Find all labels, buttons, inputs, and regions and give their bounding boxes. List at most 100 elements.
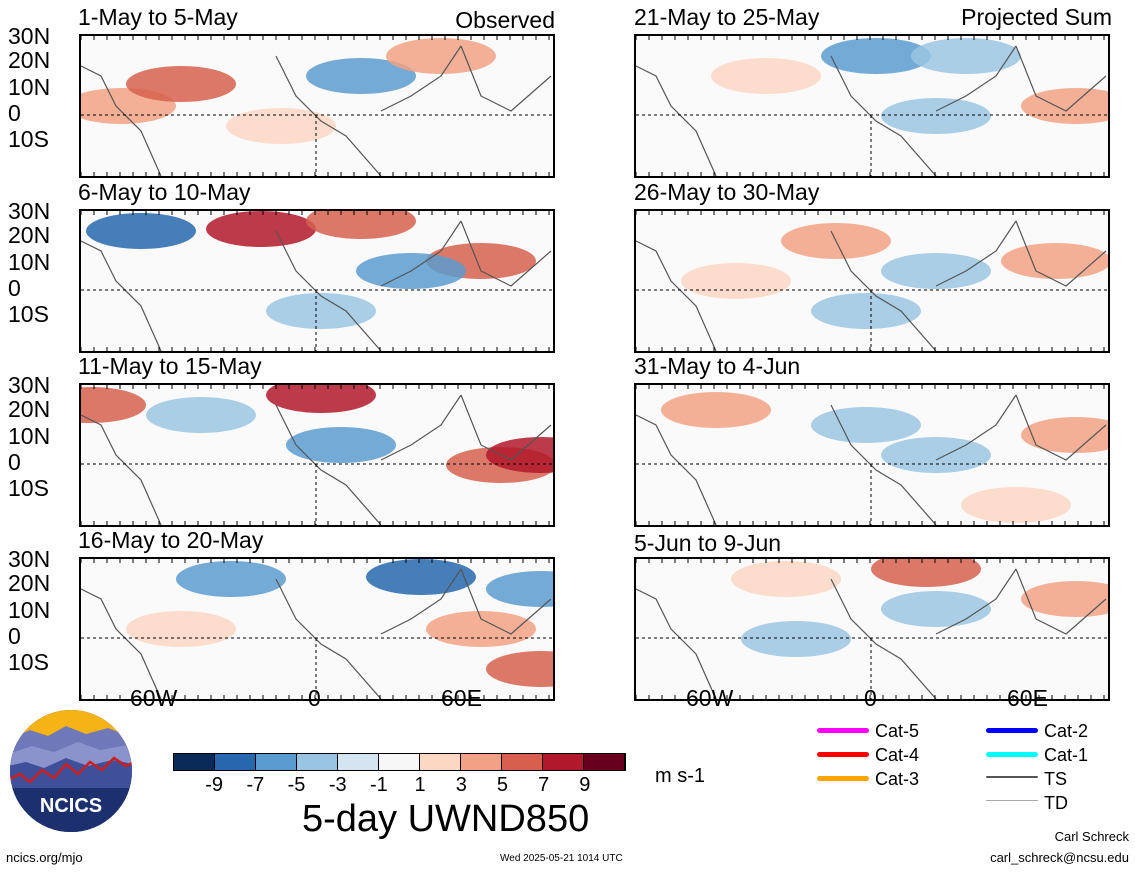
map-left-1 bbox=[79, 34, 555, 178]
coastline bbox=[636, 394, 1107, 525]
lon-tick-label: 60E bbox=[1007, 685, 1048, 711]
panel-title: 31-May to 4-Jun bbox=[634, 353, 801, 379]
wind-anomaly-shade bbox=[366, 559, 476, 595]
map-field bbox=[636, 559, 1108, 699]
colorbar-tick-label: 5 bbox=[496, 774, 509, 796]
lat-tick-label: 0 bbox=[8, 623, 21, 649]
logo-text: NCICS bbox=[40, 795, 102, 817]
panel-title: 21-May to 25-May bbox=[634, 4, 820, 30]
lat-tick-label: 10S bbox=[8, 649, 49, 675]
coastline bbox=[81, 394, 552, 525]
colorbar-tick-label: -9 bbox=[205, 774, 224, 796]
lat-tick-label: 30N bbox=[8, 23, 51, 49]
wind-anomaly-shade bbox=[386, 38, 496, 74]
wind-anomaly-shade bbox=[811, 407, 921, 443]
wind-anomaly-shade bbox=[1021, 417, 1108, 453]
ncics-logo: NCICS bbox=[8, 708, 134, 834]
map-field bbox=[81, 559, 553, 699]
legend-swatch bbox=[817, 776, 869, 781]
legend-label: Cat-3 bbox=[875, 769, 920, 789]
legend-label: Cat-2 bbox=[1044, 721, 1089, 741]
map-left-4 bbox=[79, 557, 555, 701]
map-field bbox=[81, 211, 553, 351]
lat-tick-label: 30N bbox=[8, 372, 51, 398]
wind-anomaly-shade bbox=[1021, 88, 1108, 124]
footer-timestamp: Wed 2025-05-21 1014 UTC bbox=[500, 853, 623, 864]
lat-tick-label: 10N bbox=[8, 249, 51, 275]
panel-tag: Observed bbox=[455, 7, 555, 33]
map-field bbox=[636, 385, 1108, 525]
colorbar-swatch bbox=[584, 754, 625, 770]
wind-anomaly-shade bbox=[961, 487, 1071, 523]
wind-anomaly-shade bbox=[1021, 581, 1108, 617]
colorbar-tick-label: -3 bbox=[328, 774, 347, 796]
colorbar-tick-label: 3 bbox=[455, 774, 467, 796]
colorbar-tick-label: 9 bbox=[579, 774, 591, 796]
wind-anomaly-shade bbox=[81, 387, 146, 423]
lat-tick-label: 10S bbox=[8, 301, 49, 327]
colorbar-swatch bbox=[297, 754, 338, 770]
wind-anomaly-shade bbox=[226, 108, 336, 144]
wind-anomaly-shade bbox=[86, 213, 196, 249]
colorbar bbox=[173, 753, 626, 771]
colorbar-swatch bbox=[338, 754, 379, 770]
coastline bbox=[81, 568, 552, 699]
chart-title: 5-day UWND850 bbox=[302, 798, 590, 840]
wind-anomaly-shade bbox=[821, 38, 931, 74]
legend-swatch bbox=[986, 800, 1038, 801]
wind-anomaly-shade bbox=[881, 591, 991, 627]
panel-title: 1-May to 5-May bbox=[78, 4, 238, 30]
lat-tick-label: 20N bbox=[8, 222, 51, 248]
wind-anomaly-shade bbox=[426, 611, 536, 647]
colorbar-swatch bbox=[543, 754, 584, 770]
colorbar-swatch bbox=[461, 754, 502, 770]
colorbar-swatch bbox=[174, 754, 215, 770]
lat-tick-label: 0 bbox=[8, 275, 21, 301]
legend-label: TD bbox=[1044, 793, 1068, 813]
footer-email: carl_schreck@ncsu.edu bbox=[990, 850, 1129, 865]
wind-anomaly-shade bbox=[881, 253, 991, 289]
colorbar-swatch bbox=[215, 754, 256, 770]
wind-anomaly-shade bbox=[871, 559, 981, 587]
lat-tick-label: 0 bbox=[8, 449, 21, 475]
panel-title: 26-May to 30-May bbox=[634, 179, 820, 205]
coastline bbox=[636, 568, 1107, 699]
colorbar-tick-label: -5 bbox=[287, 774, 306, 796]
coastline bbox=[636, 45, 1107, 176]
colorbar-swatch bbox=[502, 754, 543, 770]
wind-anomaly-shade bbox=[1001, 243, 1108, 279]
map-field bbox=[636, 36, 1108, 176]
legend-swatch bbox=[986, 776, 1038, 778]
wind-anomaly-shade bbox=[306, 211, 416, 239]
panel-title: 16-May to 20-May bbox=[78, 527, 264, 553]
coastline bbox=[636, 220, 1107, 351]
wind-anomaly-shade bbox=[306, 58, 416, 94]
lat-tick-label: 10N bbox=[8, 597, 51, 623]
panel-title: 6-May to 10-May bbox=[78, 179, 251, 205]
wind-anomaly-shade bbox=[206, 211, 316, 247]
lat-tick-label: 10S bbox=[8, 126, 49, 152]
colorbar-tick-label: 7 bbox=[538, 774, 550, 796]
lon-tick-label: 0 bbox=[864, 685, 877, 711]
wind-anomaly-shade bbox=[126, 611, 236, 647]
wind-anomaly-shade bbox=[731, 561, 841, 597]
map-left-3 bbox=[79, 383, 555, 527]
lon-tick-label: 60W bbox=[130, 685, 178, 711]
map-field bbox=[81, 36, 553, 176]
wind-anomaly-shade bbox=[711, 58, 821, 94]
map-field bbox=[636, 211, 1108, 351]
wind-anomaly-shade bbox=[811, 293, 921, 329]
panel-tag: Projected Sum bbox=[961, 4, 1112, 30]
lon-tick-label: 60W bbox=[686, 685, 734, 711]
colorbar-tick-label: 1 bbox=[414, 774, 426, 796]
panel-title: 11-May to 15-May bbox=[78, 353, 262, 379]
lat-tick-label: 20N bbox=[8, 396, 51, 422]
map-right-1 bbox=[634, 34, 1110, 178]
lat-tick-label: 10N bbox=[8, 423, 51, 449]
colorbar-swatch bbox=[420, 754, 461, 770]
lon-tick-label: 60E bbox=[441, 685, 482, 711]
wind-anomaly-shade bbox=[911, 38, 1021, 74]
map-right-3 bbox=[634, 383, 1110, 527]
map-field bbox=[81, 385, 553, 525]
colorbar-units: m s-1 bbox=[655, 765, 705, 787]
